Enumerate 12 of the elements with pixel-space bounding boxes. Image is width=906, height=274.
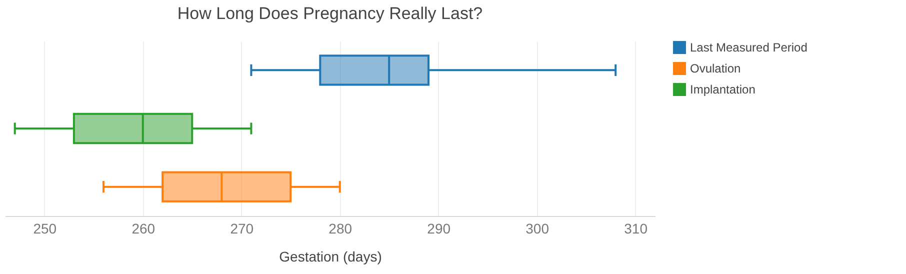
x-tick-label: 260 — [132, 220, 156, 236]
legend-label: Implantation — [690, 82, 756, 96]
x-tick-label: 310 — [624, 220, 648, 236]
legend-label: Ovulation — [690, 62, 741, 76]
x-tick-label: 300 — [526, 220, 550, 236]
x-tick-label: 270 — [230, 220, 254, 236]
x-tick-label: 280 — [328, 220, 352, 236]
x-axis-title: Gestation (days) — [279, 248, 382, 264]
x-tick-label: 290 — [427, 220, 451, 236]
legend-label: Last Measured Period — [690, 40, 808, 54]
chart-title: How Long Does Pregnancy Really Last? — [177, 4, 483, 23]
x-tick-label: 250 — [33, 220, 57, 236]
